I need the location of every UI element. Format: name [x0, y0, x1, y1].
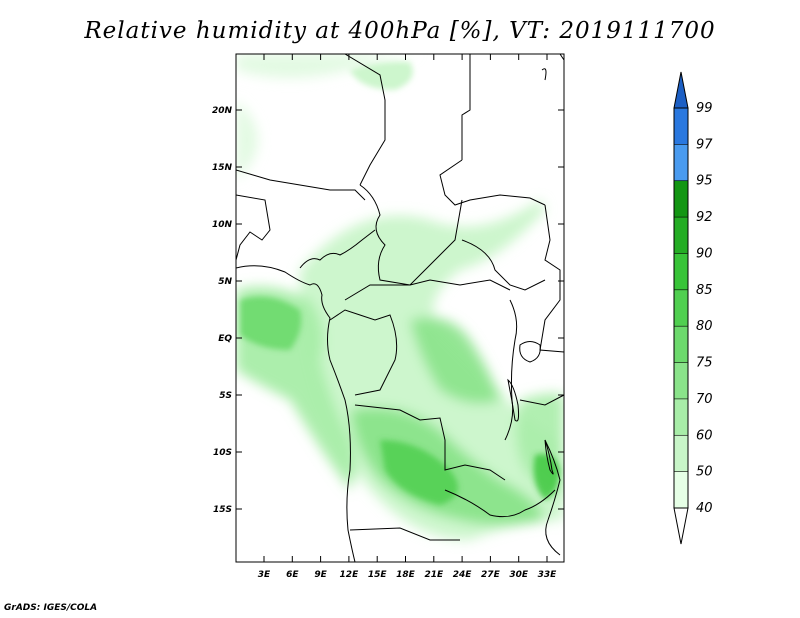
map-frame: [235, 53, 565, 563]
border-angola-namibia: [349, 527, 460, 541]
border-east-africa: [539, 204, 564, 353]
colorbar-label: 75: [696, 356, 713, 371]
colorbar-band: [674, 289, 688, 327]
colorbar-label: 99: [696, 101, 713, 116]
colorbar-label: 40: [696, 501, 713, 516]
colorbar-band: [674, 108, 688, 145]
border-congo: [329, 309, 398, 396]
lon-label: 9E: [314, 570, 327, 580]
colorbar-band: [674, 217, 688, 254]
colorbar-band: [674, 180, 688, 218]
border-algeria-libya: [344, 54, 386, 186]
lat-label: 5S: [219, 391, 232, 401]
lon-label: 15E: [368, 570, 388, 580]
coastline: [236, 265, 356, 562]
border-sudan-north: [439, 159, 546, 206]
lon-label: 3E: [258, 570, 271, 580]
border-west-africa: [236, 194, 271, 261]
colorbar: 40 50 60 70 75 80 85 90 92 95 97 99: [673, 71, 713, 545]
lake-victoria: [519, 341, 541, 363]
lon-label: 18E: [396, 570, 416, 580]
humidity-field-sahara-north: [236, 54, 420, 180]
border-nigeria-cameroon: [299, 229, 376, 269]
colorbar-label: 95: [696, 174, 713, 189]
colorbar-label: 92: [696, 210, 713, 225]
border-niger-nigeria: [236, 169, 366, 201]
lon-label: 30E: [509, 570, 529, 580]
humidity-core-zambia: [380, 440, 458, 505]
colorbar-label: 60: [696, 428, 713, 443]
grads-credit: GrADS: IGES/COLA: [4, 603, 98, 613]
longitude-axis: 3E 6E 9E 12E 15E 18E 21E 24E 27E 30E 33E: [258, 54, 557, 580]
colorbar-band: [674, 362, 688, 399]
colorbar-band: [674, 326, 688, 363]
lon-label: 6E: [286, 570, 299, 580]
lat-label: 20N: [212, 106, 233, 116]
colorbar-band: [674, 435, 688, 472]
border-drc-south: [354, 404, 506, 481]
colorbar-label: 85: [696, 283, 713, 298]
border-drc-east: [504, 299, 518, 441]
colorbar-band: [674, 398, 688, 436]
border-zambia-zimbabwe: [444, 489, 556, 518]
humidity-field-congo: [410, 317, 500, 404]
lake-malawi: [544, 439, 554, 475]
country-borders: [236, 54, 564, 562]
humidity-core-malawi: [533, 454, 560, 500]
lon-label: 27E: [481, 570, 501, 580]
colorbar-band: [674, 144, 688, 181]
red-sea-coast: [541, 54, 564, 81]
colorbar-label: 90: [696, 246, 713, 261]
border-sudan-south: [461, 239, 546, 291]
lat-label: 10N: [212, 220, 233, 230]
lat-label: 15S: [213, 505, 232, 515]
border-tanzania: [519, 394, 564, 406]
lon-label: 12E: [340, 570, 360, 580]
map-title: Relative humidity at 400hPa [%], VT: 201…: [84, 18, 716, 44]
colorbar-arrow-low: [673, 507, 689, 545]
border-mozambique: [544, 439, 561, 556]
humidity-core-north: [350, 61, 413, 90]
humidity-shading: [236, 54, 564, 540]
border-car: [344, 279, 511, 301]
lat-label: 15N: [212, 163, 233, 173]
lon-label: 21E: [424, 570, 444, 580]
colorbar-arrow-high: [673, 71, 689, 109]
lat-label: 5N: [218, 277, 232, 287]
colorbar-band: [674, 471, 688, 508]
lon-label: 24E: [453, 570, 473, 580]
humidity-core-gabon: [240, 296, 302, 350]
colorbar-label: 97: [696, 137, 713, 152]
border-libya-egypt: [461, 54, 471, 160]
colorbar-band: [674, 253, 688, 290]
colorbar-label: 80: [696, 319, 713, 334]
border-chad: [359, 184, 463, 286]
colorbar-label: 50: [696, 465, 713, 480]
lat-label: EQ: [218, 334, 232, 344]
lon-label: 33E: [538, 570, 558, 580]
latitude-axis: 20N 15N 10N 5N EQ 5S 10S 15S: [212, 106, 564, 515]
humidity-field-angola: [350, 407, 545, 525]
colorbar-label: 70: [696, 392, 713, 407]
lake-tanganyika: [507, 378, 520, 422]
lat-label: 10S: [213, 448, 232, 458]
